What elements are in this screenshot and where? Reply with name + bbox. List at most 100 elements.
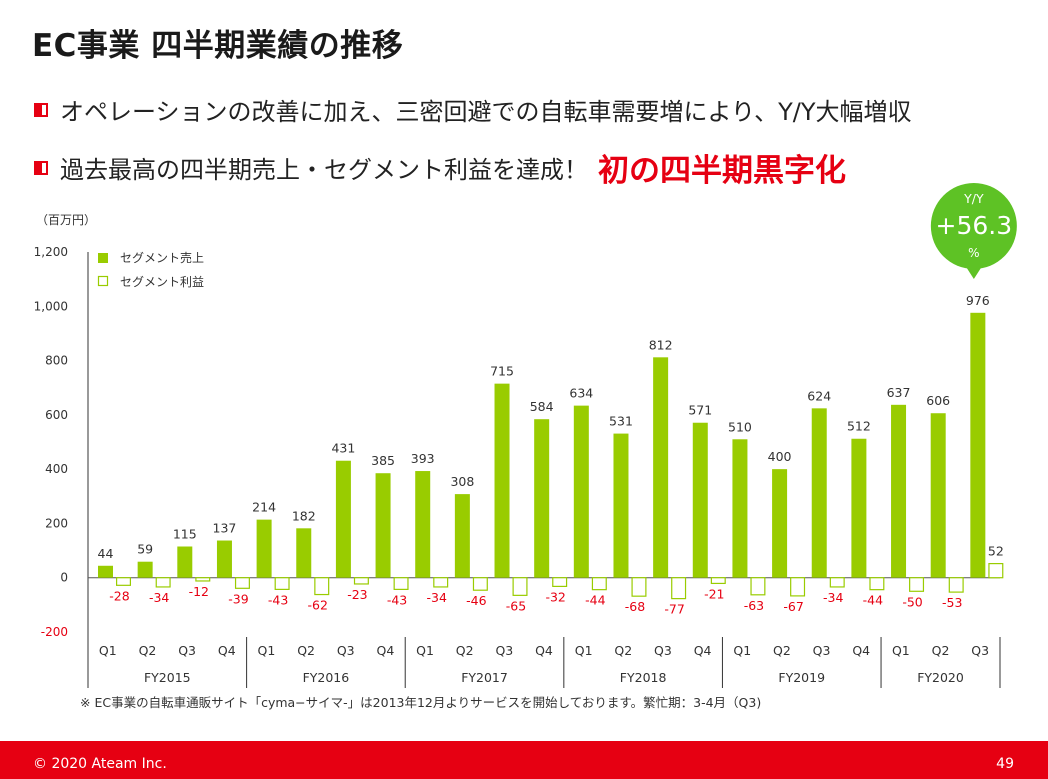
footer-bar: © 2020 Ateam Inc. 49 xyxy=(0,741,1048,779)
profit-value-label: -68 xyxy=(625,599,645,614)
profit-bar xyxy=(869,577,885,591)
sales-value-label: 584 xyxy=(530,399,554,414)
footnote: ※ EC事業の自転車通販サイト「cyma−サイマ-」は2013年12月よりサービ… xyxy=(80,695,762,710)
sales-value-label: 400 xyxy=(768,449,792,464)
sales-value-label: 510 xyxy=(728,419,752,434)
profit-value-label: -65 xyxy=(506,598,526,613)
profit-value-label: -53 xyxy=(942,595,962,610)
profit-bar xyxy=(155,577,171,588)
yoy-callout-pointer xyxy=(964,265,983,279)
y-tick-label: -200 xyxy=(41,625,68,639)
profit-bar xyxy=(988,562,1004,579)
profit-value-label: -39 xyxy=(228,591,248,606)
sales-value-label: 59 xyxy=(137,542,153,557)
quarter-label: Q2 xyxy=(297,643,315,658)
quarter-label: Q2 xyxy=(456,643,474,658)
sales-bar xyxy=(573,405,589,578)
y-tick-label: 800 xyxy=(45,354,68,368)
sales-bar xyxy=(415,471,431,578)
y-tick-label: 1,000 xyxy=(34,299,68,313)
sales-bar xyxy=(296,528,312,578)
bullet-marker-icon xyxy=(34,160,48,175)
sales-bar xyxy=(732,439,748,578)
bullet-marker-icon xyxy=(34,102,48,117)
profit-bar xyxy=(710,577,726,585)
page-number: 49 xyxy=(996,756,1014,772)
y-tick-label: 600 xyxy=(45,408,68,422)
sales-bar xyxy=(494,383,510,578)
profit-value-label: -43 xyxy=(268,592,288,607)
y-tick-label: 1,200 xyxy=(34,245,68,259)
profit-bar xyxy=(552,577,568,588)
legend-label-profit: セグメント利益 xyxy=(120,275,204,289)
fiscal-year-label: FY2015 xyxy=(144,670,191,685)
sales-value-label: 115 xyxy=(173,527,197,542)
sales-value-label: 137 xyxy=(213,521,237,536)
sales-bar xyxy=(613,433,629,578)
profit-value-label: -46 xyxy=(466,593,486,608)
profit-value-label: -77 xyxy=(664,602,684,617)
y-tick-label: 0 xyxy=(60,571,68,585)
sales-value-label: 214 xyxy=(252,500,276,515)
profit-value-label: -63 xyxy=(744,598,764,613)
fiscal-year-label: FY2018 xyxy=(620,670,667,685)
legend-label-sales: セグメント売上 xyxy=(120,250,204,265)
sales-bar xyxy=(930,413,946,578)
y-tick-label: 200 xyxy=(45,516,68,530)
legend-swatch-profit xyxy=(97,275,109,287)
profit-bar xyxy=(591,577,607,591)
highlight-text: 初の四半期黒字化 xyxy=(598,153,846,189)
quarter-label: Q3 xyxy=(337,643,355,658)
sales-value-label: 624 xyxy=(807,388,831,403)
sales-bar xyxy=(256,519,272,578)
bullet-text-1: オペレーションの改善に加え、三密回避での自転車需要増により、Y/Y大幅増収 xyxy=(60,98,912,126)
sales-value-label: 976 xyxy=(966,293,990,308)
profit-value-label: -43 xyxy=(387,592,407,607)
sales-value-label: 385 xyxy=(371,453,395,468)
profit-value-label: -44 xyxy=(585,593,605,608)
sales-bar xyxy=(216,540,232,578)
profit-value-label: -34 xyxy=(823,590,843,605)
profit-value-label: -34 xyxy=(427,590,447,605)
profit-bar xyxy=(274,577,290,590)
profit-bar xyxy=(115,577,131,586)
yoy-callout-title: Y/Y xyxy=(963,191,984,206)
profit-bar xyxy=(512,577,528,596)
profit-bar xyxy=(314,577,330,596)
profit-bar xyxy=(631,577,647,597)
bullet-point-2: 過去最高の四半期売上・セグメント利益を達成！ 初の四半期黒字化 xyxy=(34,145,846,190)
page-title: EC事業 四半期業績の推移 xyxy=(32,28,404,64)
fiscal-year-label: FY2020 xyxy=(917,670,964,685)
unit-label: （百万円） xyxy=(36,213,96,227)
profit-value-label: -23 xyxy=(347,587,367,602)
quarterly-bar-chart: （百万円） -200 0 200 400 600 800 1,000 1,200 セグメント売上セ… xyxy=(34,183,1017,688)
sales-value-label: 308 xyxy=(450,474,474,489)
sales-value-label: 431 xyxy=(331,441,355,456)
bullet-text-2: 過去最高の四半期売上・セグメント利益を達成！ xyxy=(60,156,588,184)
sales-bar xyxy=(454,494,470,578)
sales-bar xyxy=(653,357,669,578)
sales-bar xyxy=(335,460,351,578)
quarter-label: Q1 xyxy=(416,643,434,658)
sales-value-label: 634 xyxy=(569,386,593,401)
sales-bar xyxy=(177,546,193,578)
fiscal-year-label: FY2016 xyxy=(303,670,350,685)
fiscal-year-label: FY2017 xyxy=(461,670,508,685)
profit-bar xyxy=(472,577,488,591)
sales-bar xyxy=(970,312,986,578)
yoy-callout-value: +56.3 xyxy=(936,211,1013,240)
profit-bar xyxy=(948,577,964,593)
quarter-label: Q3 xyxy=(178,643,196,658)
sales-bar xyxy=(891,404,907,578)
quarter-label: Q4 xyxy=(694,643,712,658)
profit-value-label: -21 xyxy=(704,586,724,601)
quarter-label: Q2 xyxy=(773,643,791,658)
quarter-label: Q3 xyxy=(813,643,831,658)
quarter-label: Q4 xyxy=(852,643,870,658)
quarter-label: Q1 xyxy=(733,643,751,658)
quarter-label: Q4 xyxy=(535,643,553,658)
sales-bar xyxy=(692,422,708,578)
sales-bar xyxy=(811,408,827,578)
yoy-callout-bubble xyxy=(930,183,1017,269)
quarter-label: Q2 xyxy=(614,643,632,658)
